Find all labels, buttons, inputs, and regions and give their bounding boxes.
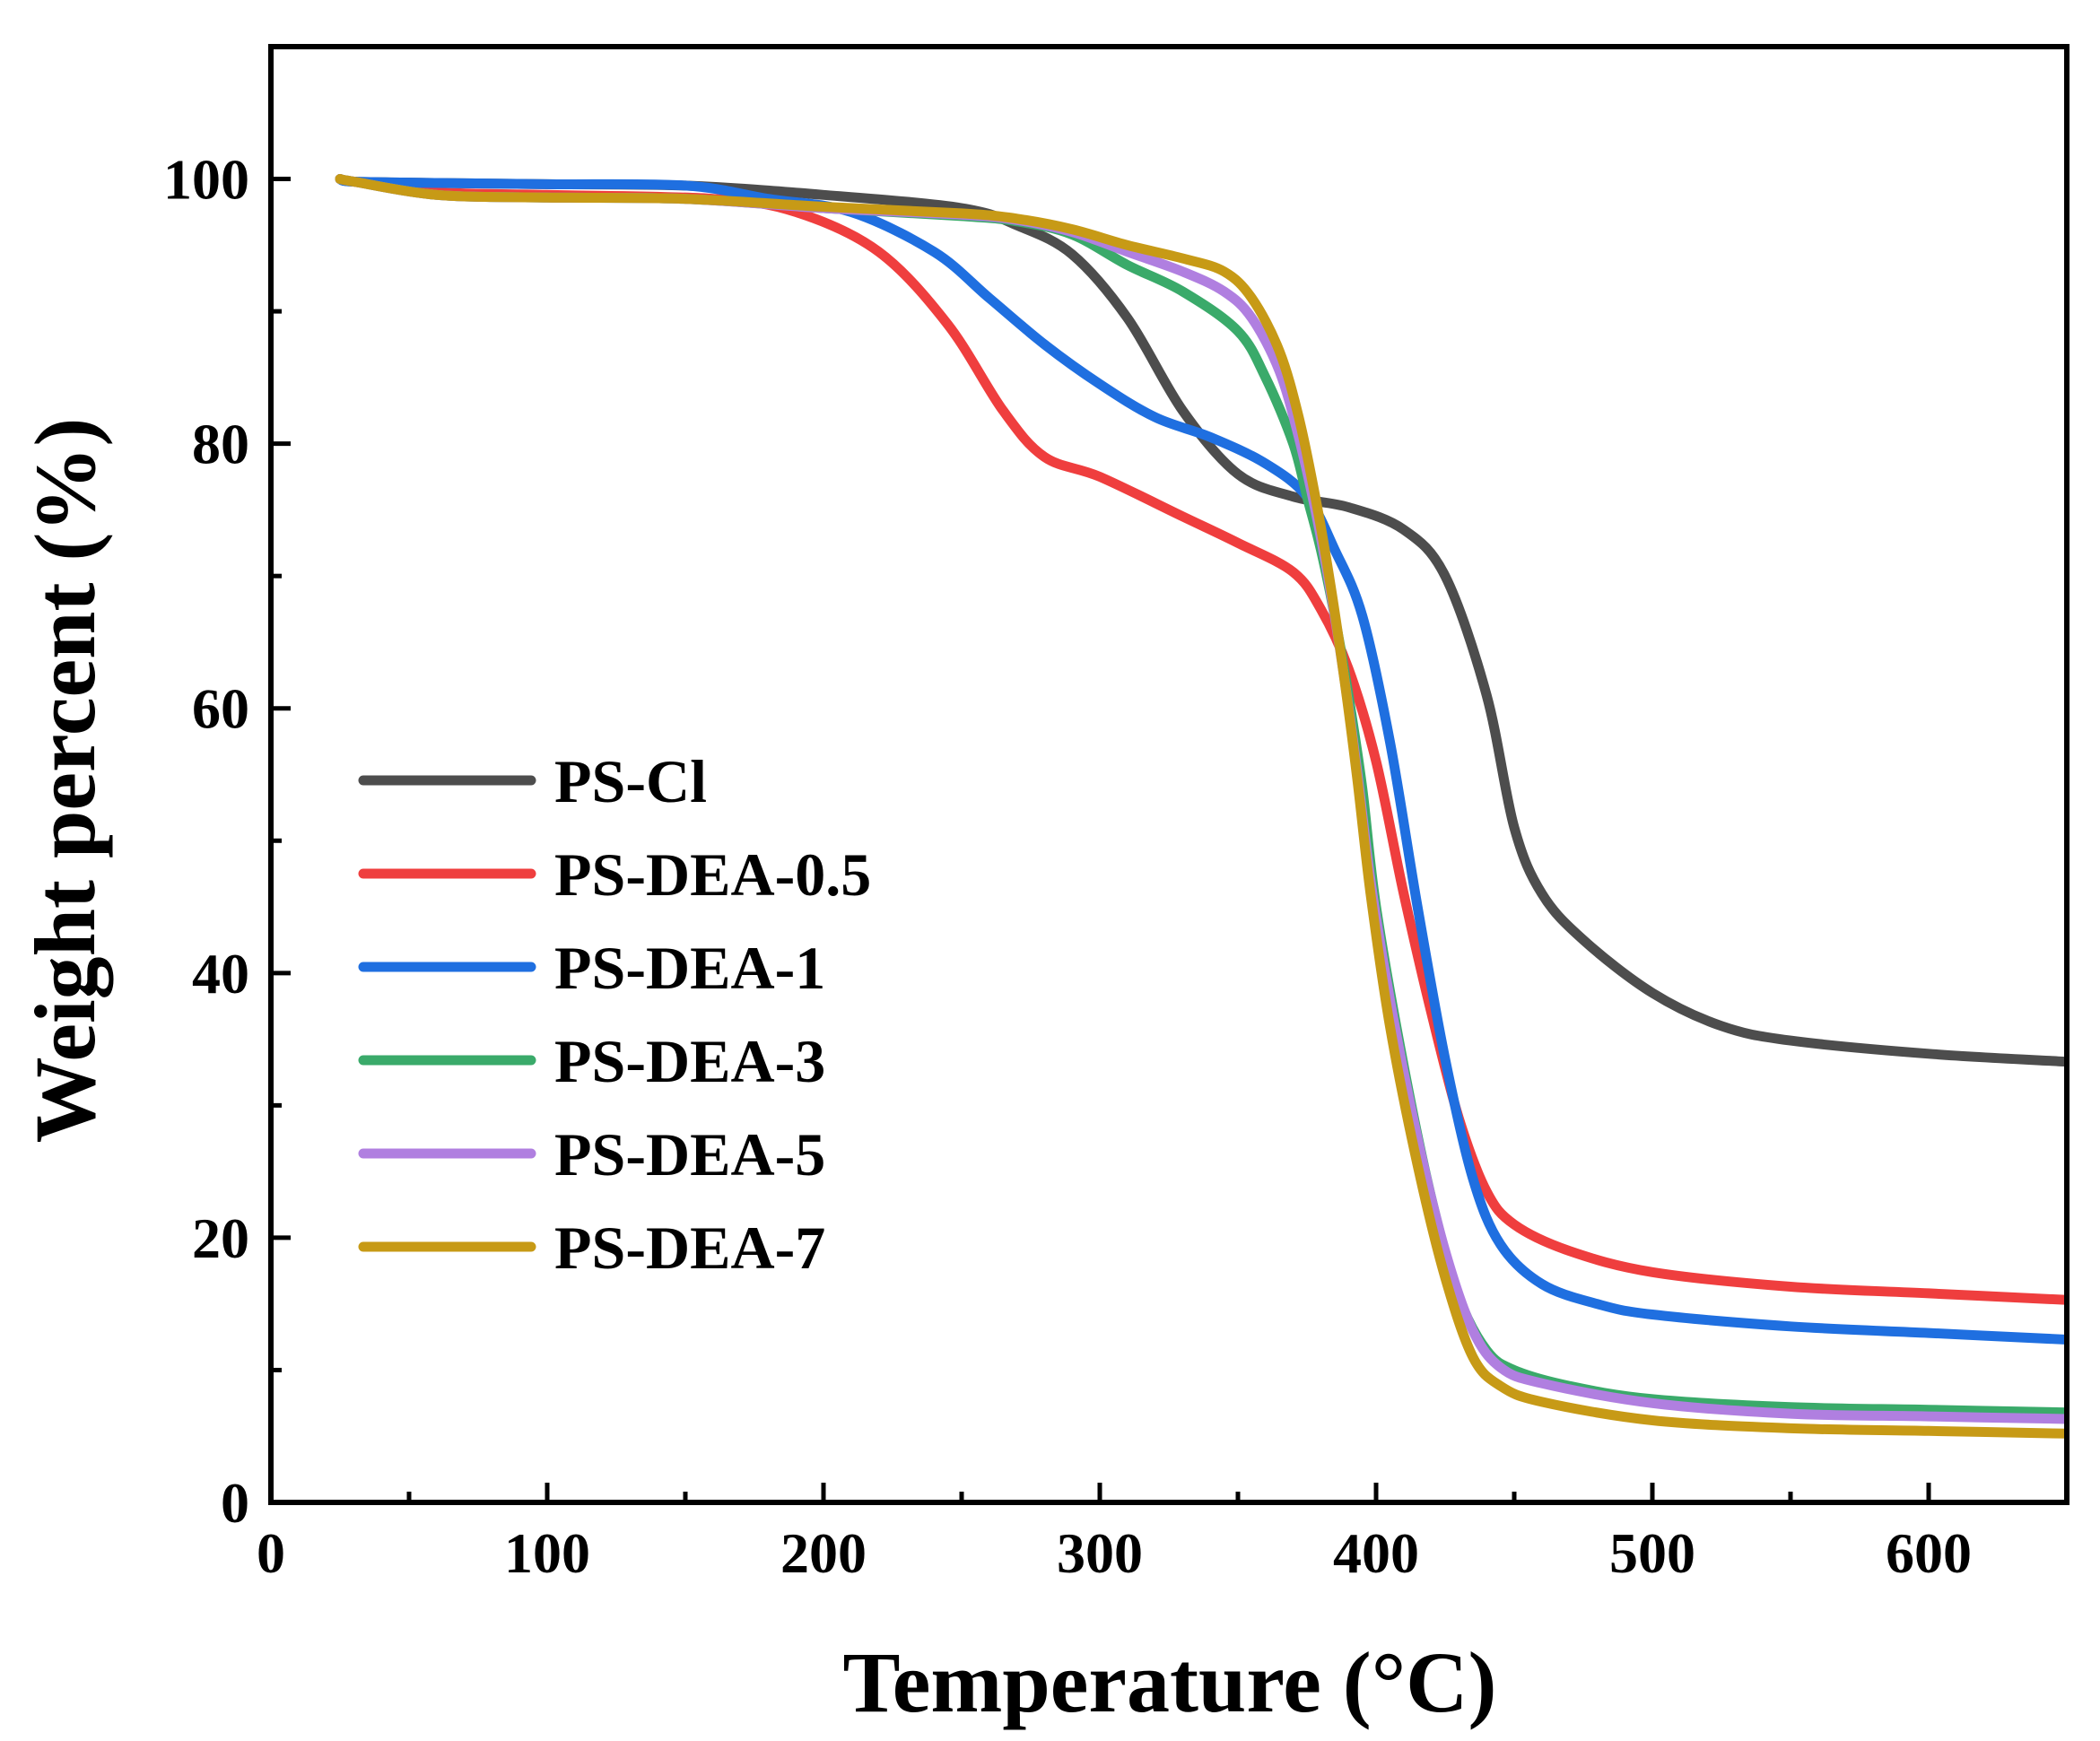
x-axis: 0 100 200 300 400 500 600 <box>257 1483 1972 1585</box>
x-tick-label: 400 <box>1333 1521 1419 1585</box>
y-tick-label: 40 <box>192 942 249 1005</box>
y-tick-label: 60 <box>192 677 249 741</box>
y-tick-label: 80 <box>192 413 249 476</box>
legend-label-ps-dea-3: PS-DEA-3 <box>554 1027 825 1095</box>
x-tick-label: 600 <box>1886 1521 1972 1585</box>
x-axis-title: Temperature (°C) <box>843 1634 1497 1730</box>
y-axis-title: Weight percent (%) <box>17 418 113 1144</box>
series-line-ps-dea-7 <box>335 174 2067 1439</box>
legend-label-ps-dea-5: PS-DEA-5 <box>554 1120 825 1188</box>
legend: PS-Cl PS-DEA-0.5 PS-DEA-1 PS-DEA-3 PS-DEA-5 P… <box>358 747 871 1282</box>
legend-label-ps-dea-0-5: PS-DEA-0.5 <box>554 840 871 909</box>
y-tick-label: 20 <box>192 1206 249 1270</box>
x-tick-label: 500 <box>1609 1521 1695 1585</box>
y-tick-label: 0 <box>221 1471 249 1535</box>
x-tick-label: 100 <box>504 1521 590 1585</box>
legend-label-ps-dea-7: PS-DEA-7 <box>554 1214 825 1282</box>
y-axis: 0 20 40 60 80 100 <box>163 148 291 1535</box>
legend-label-ps-cl: PS-Cl <box>554 747 707 815</box>
x-tick-label: 200 <box>780 1521 867 1585</box>
x-tick-label: 300 <box>1057 1521 1143 1585</box>
series-line-ps-cl <box>335 174 2067 1067</box>
y-tick-label: 100 <box>163 148 249 212</box>
plot-area <box>335 174 2067 1439</box>
x-tick-label: 0 <box>257 1521 285 1585</box>
legend-label-ps-dea-1: PS-DEA-1 <box>554 934 825 1002</box>
plot-frame <box>268 44 2070 1505</box>
